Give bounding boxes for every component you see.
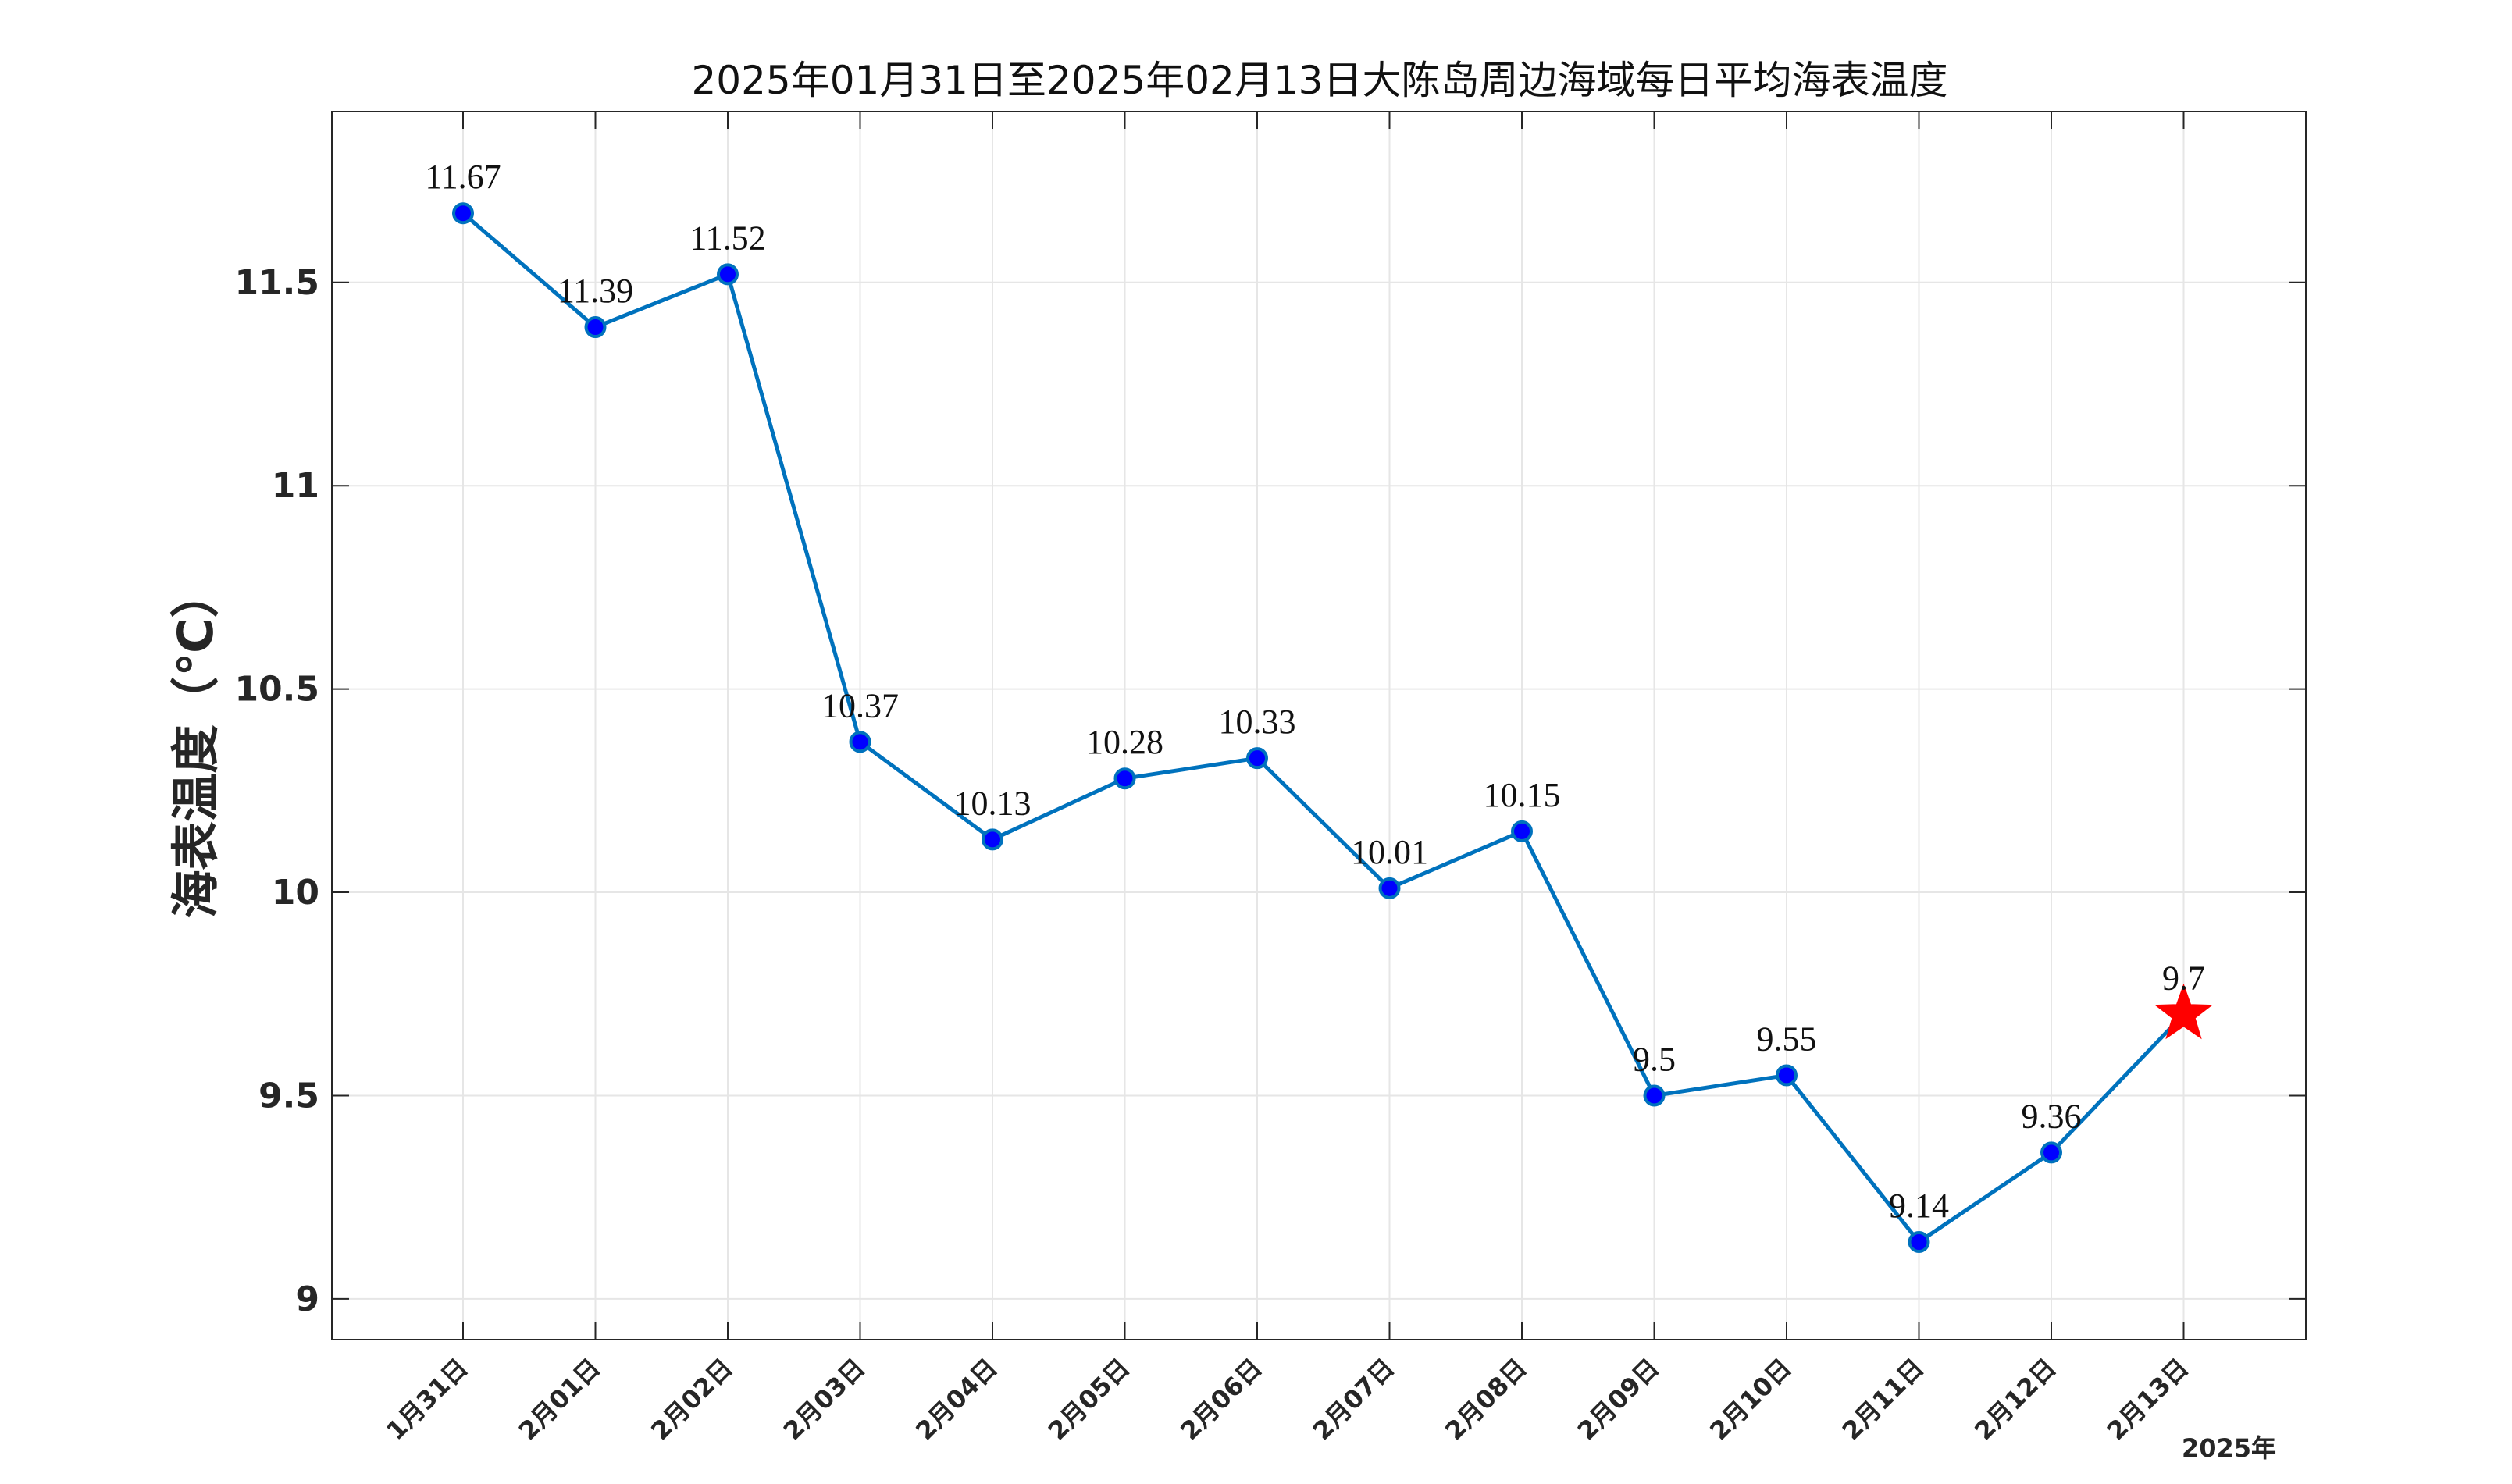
series-line	[461, 212, 2186, 1244]
data-label: 11.67	[425, 158, 501, 196]
data-point-marker	[1246, 747, 1268, 770]
data-labels: 11.67 11.39 11.52 10.37 10.13 10.28 10.33 10.01…	[425, 158, 2205, 1225]
y-tick-label: 11	[272, 466, 319, 506]
data-label: 9.14	[1889, 1187, 1949, 1225]
data-point-marker	[452, 202, 474, 225]
grid	[332, 112, 2306, 1340]
data-label: 11.39	[558, 272, 633, 310]
y-tick-label: 10	[272, 873, 319, 913]
data-label: 10.28	[1086, 723, 1163, 761]
series-markers	[452, 202, 2214, 1253]
data-label: 10.01	[1351, 833, 1428, 871]
data-label: 9.7	[2162, 959, 2205, 997]
y-tick-label: 9	[295, 1279, 319, 1319]
x-tick-label: 2月02日	[645, 1353, 738, 1446]
x-tick-label: 2月11日	[1837, 1353, 1929, 1446]
y-axis-ticks: 9 9.5 10 10.5 11 11.5	[234, 263, 2306, 1319]
x-tick-label: 1月31日	[380, 1353, 473, 1446]
data-label: 9.5	[1633, 1040, 1676, 1078]
data-point-marker	[1908, 1230, 1930, 1253]
data-label: 10.13	[954, 784, 1032, 822]
y-tick-label: 11.5	[234, 263, 319, 303]
data-label: 11.52	[689, 219, 765, 257]
chart-title: 2025年01月31日至2025年02月13日大陈岛周边海域每日平均海表温度	[692, 58, 1948, 103]
x-tick-label: 2月03日	[778, 1353, 871, 1446]
data-label: 10.37	[821, 686, 899, 724]
data-point-marker	[1378, 877, 1401, 899]
data-label: 9.55	[1757, 1020, 1817, 1058]
data-point-marker	[982, 828, 1003, 851]
x-tick-label: 2月08日	[1439, 1353, 1532, 1446]
data-label: 9.36	[2022, 1097, 2082, 1135]
x-tick-label: 2月07日	[1307, 1353, 1400, 1446]
y-tick-label: 10.5	[234, 670, 319, 710]
data-point-marker	[2040, 1141, 2062, 1164]
x-tick-label: 2月05日	[1042, 1353, 1135, 1446]
data-point-marker	[1776, 1064, 1798, 1087]
star-icon	[2154, 983, 2214, 1040]
plot-area	[331, 111, 2307, 1340]
data-label: 10.33	[1219, 703, 1296, 741]
data-point-marker	[1511, 820, 1533, 842]
y-tick-label: 9.5	[258, 1076, 319, 1116]
data-point-marker	[717, 263, 739, 286]
series-line-path	[461, 212, 2186, 1244]
x-tick-label: 2月10日	[1704, 1353, 1797, 1446]
y-axis-label: 海表温度（℃）	[167, 569, 224, 918]
data-point-marker	[584, 316, 607, 339]
x-tick-label: 2月13日	[2101, 1353, 2194, 1446]
data-label: 10.15	[1484, 776, 1561, 814]
data-point-marker	[849, 731, 871, 753]
x-tick-label: 2月12日	[1969, 1353, 2061, 1446]
x-tick-label: 2月04日	[910, 1353, 1003, 1446]
x-tick-label: 2月09日	[1572, 1353, 1665, 1446]
x-axis-year-note: 2025年	[2182, 1433, 2276, 1463]
data-point-marker	[1643, 1084, 1666, 1107]
x-tick-label: 2月01日	[513, 1353, 606, 1446]
x-tick-label: 2月06日	[1174, 1353, 1267, 1446]
data-point-marker	[1113, 767, 1136, 790]
